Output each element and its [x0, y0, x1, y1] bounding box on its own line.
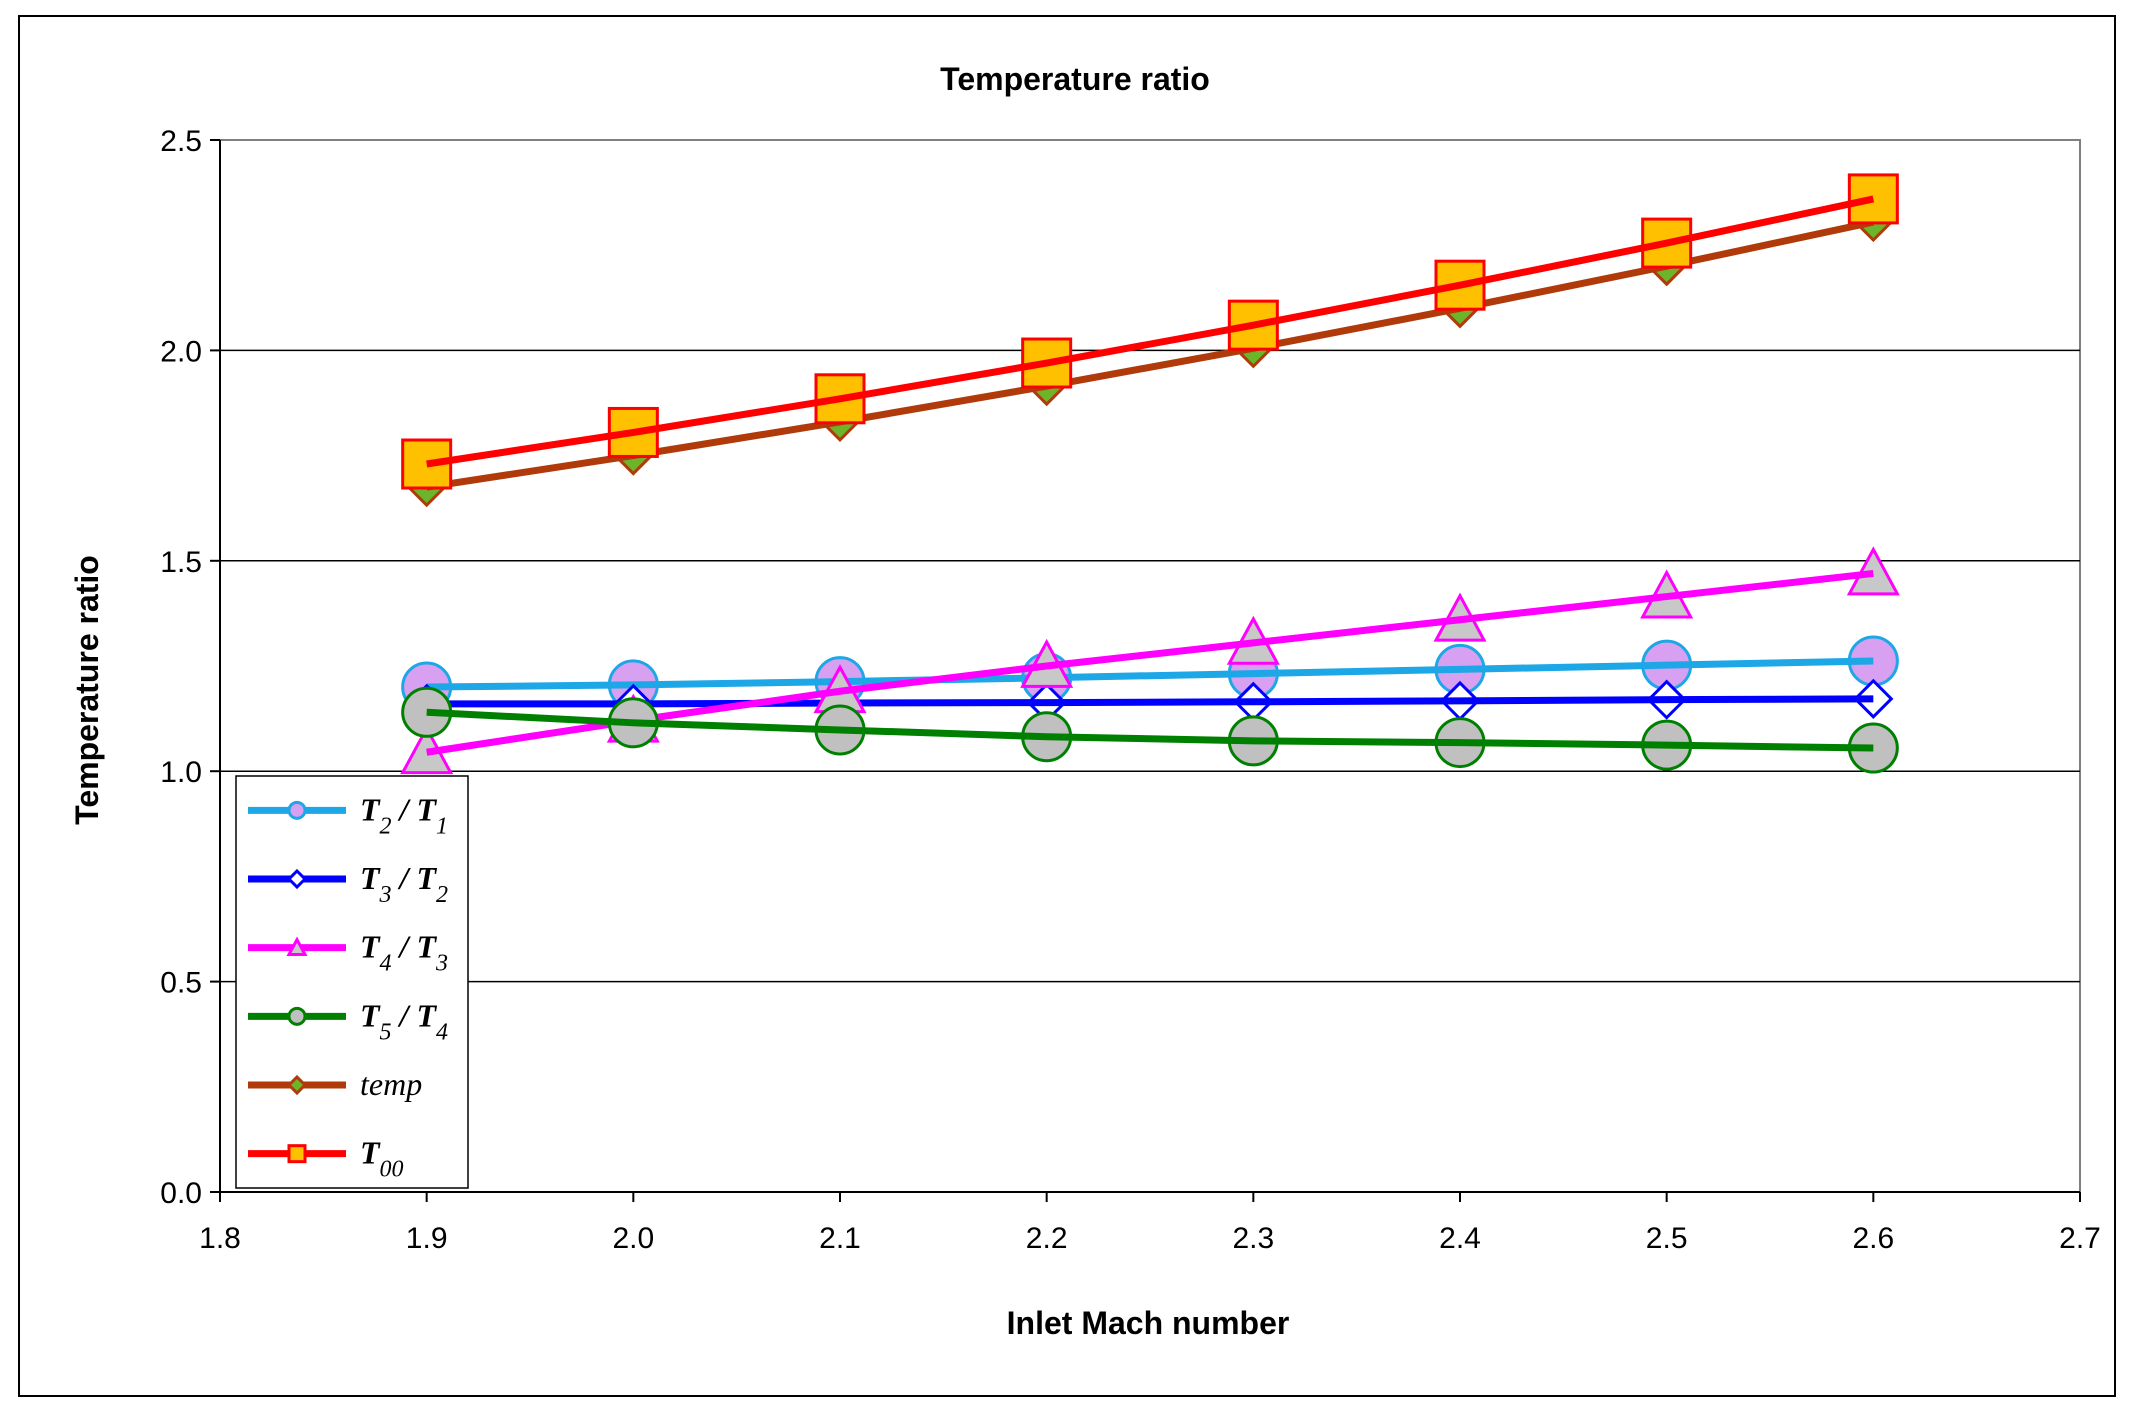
y-tick-label: 1.0	[160, 756, 202, 789]
data-point	[1846, 546, 1900, 596]
legend-item: T5 / T4	[248, 997, 448, 1045]
legend-item: T3 / T2	[248, 860, 448, 908]
chart-title: Temperature ratio	[940, 61, 1210, 97]
x-axis-title: Inlet Mach number	[1007, 1305, 1290, 1341]
x-tick-label: 2.4	[1439, 1222, 1481, 1255]
series-line	[426, 708, 1874, 752]
plot-area	[219, 139, 2081, 1193]
x-tick-label: 2.1	[819, 1222, 861, 1255]
legend-item: T2 / T1	[248, 791, 448, 839]
series-line	[426, 569, 1874, 756]
series-line	[426, 195, 1875, 468]
y-tick-label: 2.0	[160, 335, 202, 368]
axes: 0.0 0.5 1.0 1.5 2.0 2.5 1.8 1.9 2.0 2.1 2.2 2.3 2.4 2…	[160, 125, 2101, 1255]
legend-marker	[287, 1006, 307, 1026]
legend-marker	[287, 800, 307, 820]
legend-marker	[287, 1144, 307, 1164]
x-tick-label: 2.0	[612, 1222, 654, 1255]
legend-label: T4 / T3	[360, 929, 448, 977]
x-tick-label: 2.5	[1646, 1222, 1688, 1255]
series-line	[426, 695, 1874, 708]
legend-item: temp	[248, 1066, 422, 1102]
legend-label: T5 / T4	[360, 997, 448, 1045]
legend-label: T00	[360, 1135, 404, 1183]
series-group	[400, 173, 1900, 775]
y-tick-label: 0.0	[160, 1177, 202, 1210]
legend-marker	[286, 1074, 308, 1096]
legend-item: T4 / T3	[248, 929, 448, 977]
legend-item: T00	[248, 1135, 404, 1183]
legend-box	[235, 775, 469, 1189]
y-tick-label: 2.5	[160, 125, 202, 158]
legend-marker	[286, 936, 308, 956]
x-tick-label: 2.3	[1232, 1222, 1274, 1255]
legend-marker	[286, 868, 308, 890]
legend-label: temp	[360, 1066, 422, 1102]
legend-label: T2 / T1	[360, 791, 448, 839]
gridlines	[219, 139, 2081, 1193]
series-line	[426, 657, 1874, 691]
legend-label: T3 / T2	[360, 860, 448, 908]
series-t00	[401, 173, 1899, 490]
x-tick-label: 1.9	[406, 1222, 448, 1255]
y-tick-label: 1.5	[160, 546, 202, 579]
x-tick-label: 2.6	[1852, 1222, 1894, 1255]
x-tick-label: 2.7	[2059, 1222, 2101, 1255]
y-tick-label: 0.5	[160, 967, 202, 1000]
legend: T2 / T1 T3 / T2 T4 / T3 T5 / T4 temp T00	[235, 775, 469, 1189]
x-tick-label: 2.2	[1026, 1222, 1068, 1255]
series-line	[426, 218, 1875, 491]
y-axis-title: Temperature ratio	[69, 555, 105, 825]
x-tick-label: 1.8	[199, 1222, 241, 1255]
series-t4-t3	[400, 546, 1900, 775]
series-t5-t4	[401, 686, 1899, 774]
